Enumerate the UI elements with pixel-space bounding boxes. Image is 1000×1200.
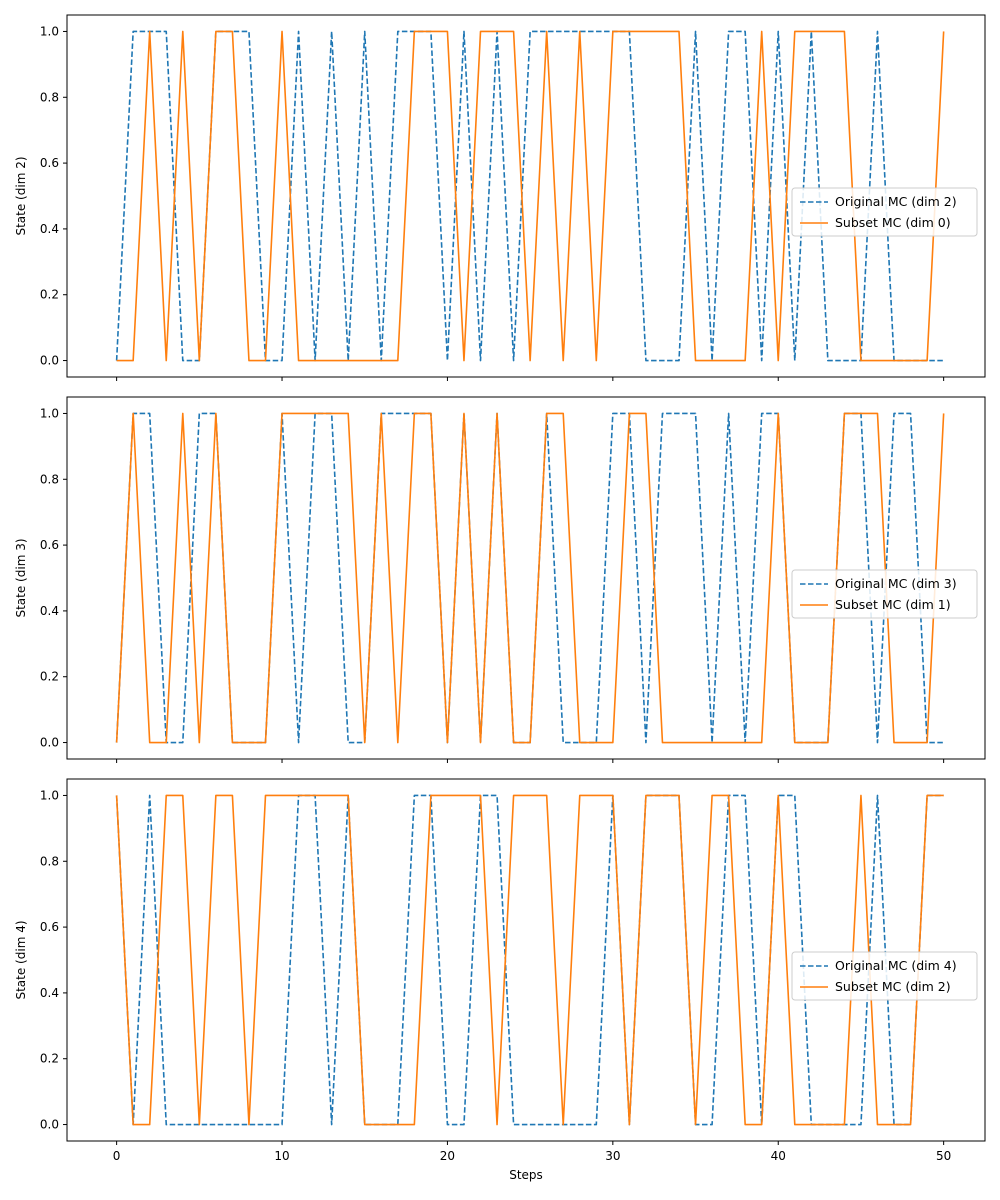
y-tick-label: 0.6 <box>40 156 59 170</box>
legend-box <box>791 569 978 619</box>
y-tick-label: 1.0 <box>40 788 59 802</box>
y-tick-label: 0.4 <box>40 222 59 236</box>
y-axis-label: State (dim 4) <box>14 920 28 999</box>
y-tick-label: 0.0 <box>40 354 59 368</box>
legend-label: Subset MC (dim 0) <box>835 215 951 230</box>
legend-label: Original MC (dim 2) <box>835 194 957 209</box>
y-tick-label: 0.4 <box>40 986 59 1000</box>
x-tick-label: 0 <box>113 1149 121 1163</box>
axes-frame-2 <box>66 396 986 760</box>
axes-frame-3 <box>66 778 986 1142</box>
y-tick-label: 0.2 <box>40 1052 59 1066</box>
series-line-3-1 <box>115 794 944 1126</box>
legend-label: Subset MC (dim 1) <box>835 597 951 612</box>
y-tick-label: 0.6 <box>40 538 59 552</box>
y-tick-label: 0.8 <box>40 90 59 104</box>
y-tick-label: 0.0 <box>40 1118 59 1132</box>
y-tick-label: 0.2 <box>40 288 59 302</box>
x-tick-label: 10 <box>274 1149 289 1163</box>
series-line-3-2 <box>115 794 944 1126</box>
legend: Original MC (dim 2) Subset MC (dim 0) <box>791 187 978 237</box>
y-tick-label: 1.0 <box>40 406 59 420</box>
axes-frame-1 <box>66 14 986 378</box>
legend-box <box>791 951 978 1001</box>
chart-panel-3: 0.0 0.2 0.4 0.6 0.8 1.0 0 10 20 30 40 50 State (dim … <box>14 778 986 1182</box>
y-tick-label: 0.2 <box>40 670 59 684</box>
series-line-1-2 <box>116 30 945 362</box>
x-tick-label: 40 <box>771 1149 786 1163</box>
legend-label: Original MC (dim 4) <box>835 958 957 973</box>
legend-label: Subset MC (dim 2) <box>835 979 951 994</box>
legend-label: Original MC (dim 3) <box>835 576 957 591</box>
x-tick-label: 30 <box>605 1149 620 1163</box>
x-tick-label: 20 <box>440 1149 455 1163</box>
y-axis-label: State (dim 2) <box>14 156 28 235</box>
y-tick-label: 0.6 <box>40 920 59 934</box>
legend-box <box>791 187 978 237</box>
x-axis-label: Steps <box>509 1168 543 1182</box>
y-tick-label: 0.8 <box>40 472 59 486</box>
x-tick-label: 50 <box>936 1149 951 1163</box>
y-tick-label: 0.0 <box>40 736 59 750</box>
legend: Original MC (dim 3) Subset MC (dim 1) <box>791 569 978 619</box>
y-tick-label: 0.4 <box>40 604 59 618</box>
legend: Original MC (dim 4) Subset MC (dim 2) <box>791 951 978 1001</box>
y-tick-label: 1.0 <box>40 24 59 38</box>
y-tick-label: 0.8 <box>40 854 59 868</box>
y-axis-label: State (dim 3) <box>14 538 28 617</box>
series-line-2-2 <box>115 412 945 744</box>
chart-panel-1: 0.0 0.2 0.4 0.6 0.8 1.0 State (dim 2) Original … <box>14 14 986 381</box>
series-line-1-1 <box>115 30 944 362</box>
chart-panel-2: 0.0 0.2 0.4 0.6 0.8 1.0 State (dim 3) Original … <box>14 396 986 763</box>
